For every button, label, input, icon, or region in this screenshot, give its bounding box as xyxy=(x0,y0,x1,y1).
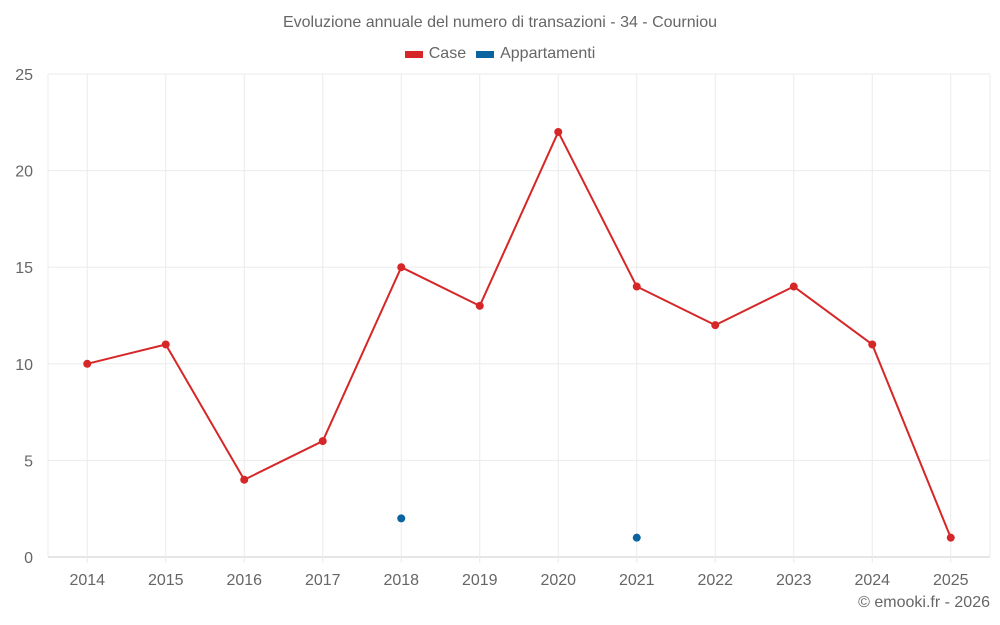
x-axis: 2014 2015 2016 2017 2018 2019 2020 2021 2022 2023… xyxy=(69,572,968,589)
series-line-case xyxy=(87,130,952,539)
data-point-case[interactable] xyxy=(161,340,170,349)
data-point-case[interactable] xyxy=(946,533,955,542)
x-tick-label: 2023 xyxy=(776,572,812,589)
chart-title: Evoluzione annuale del numero di transaz… xyxy=(282,14,718,31)
x-tick-label: 2014 xyxy=(69,572,105,589)
y-tick-label: 10 xyxy=(15,357,33,374)
x-tick-label: 2022 xyxy=(697,572,733,589)
y-tick-label: 0 xyxy=(24,550,33,567)
data-point-case[interactable] xyxy=(397,263,406,272)
legend-swatch-case xyxy=(404,50,423,58)
x-tick-label: 2018 xyxy=(383,572,419,589)
data-point-case[interactable] xyxy=(868,340,877,349)
x-tick-label: 2019 xyxy=(462,572,498,589)
data-point-case[interactable] xyxy=(632,282,641,291)
data-point-appartamenti[interactable] xyxy=(397,514,406,523)
y-tick-label: 15 xyxy=(15,260,33,277)
x-tick-label: 2017 xyxy=(305,572,341,589)
x-tick-label: 2025 xyxy=(933,572,969,589)
data-point-case[interactable] xyxy=(83,359,92,368)
legend-label-case: Case xyxy=(428,45,467,62)
x-tick-label: 2024 xyxy=(854,572,890,589)
legend-item-case[interactable]: Case xyxy=(404,45,467,63)
data-point-case[interactable] xyxy=(318,437,327,446)
y-tick-label: 5 xyxy=(24,453,33,470)
data-point-case[interactable] xyxy=(711,321,720,330)
data-point-appartamenti[interactable] xyxy=(632,533,641,542)
y-axis: 0 5 10 15 20 25 xyxy=(15,67,33,567)
grid-lines xyxy=(47,73,991,563)
series-layer xyxy=(83,127,955,542)
x-tick-label: 2016 xyxy=(226,572,262,589)
x-tick-label: 2015 xyxy=(148,572,184,589)
legend-item-appartamenti[interactable]: Appartamenti xyxy=(476,45,595,63)
legend-swatch-appartamenti xyxy=(476,50,495,58)
x-tick-label: 2021 xyxy=(619,572,655,589)
x-tick-label: 2020 xyxy=(540,572,576,589)
legend-label-appartamenti: Appartamenti xyxy=(500,45,596,62)
credit-text: © emooki.fr - 2026 xyxy=(858,594,990,611)
y-tick-label: 25 xyxy=(15,67,33,84)
chart-legend: Case Appartamenti xyxy=(0,45,1000,63)
y-tick-label: 20 xyxy=(15,164,33,181)
data-point-case[interactable] xyxy=(789,282,798,291)
data-point-case[interactable] xyxy=(240,475,249,484)
data-point-case[interactable] xyxy=(554,127,563,136)
data-point-case[interactable] xyxy=(475,301,484,310)
